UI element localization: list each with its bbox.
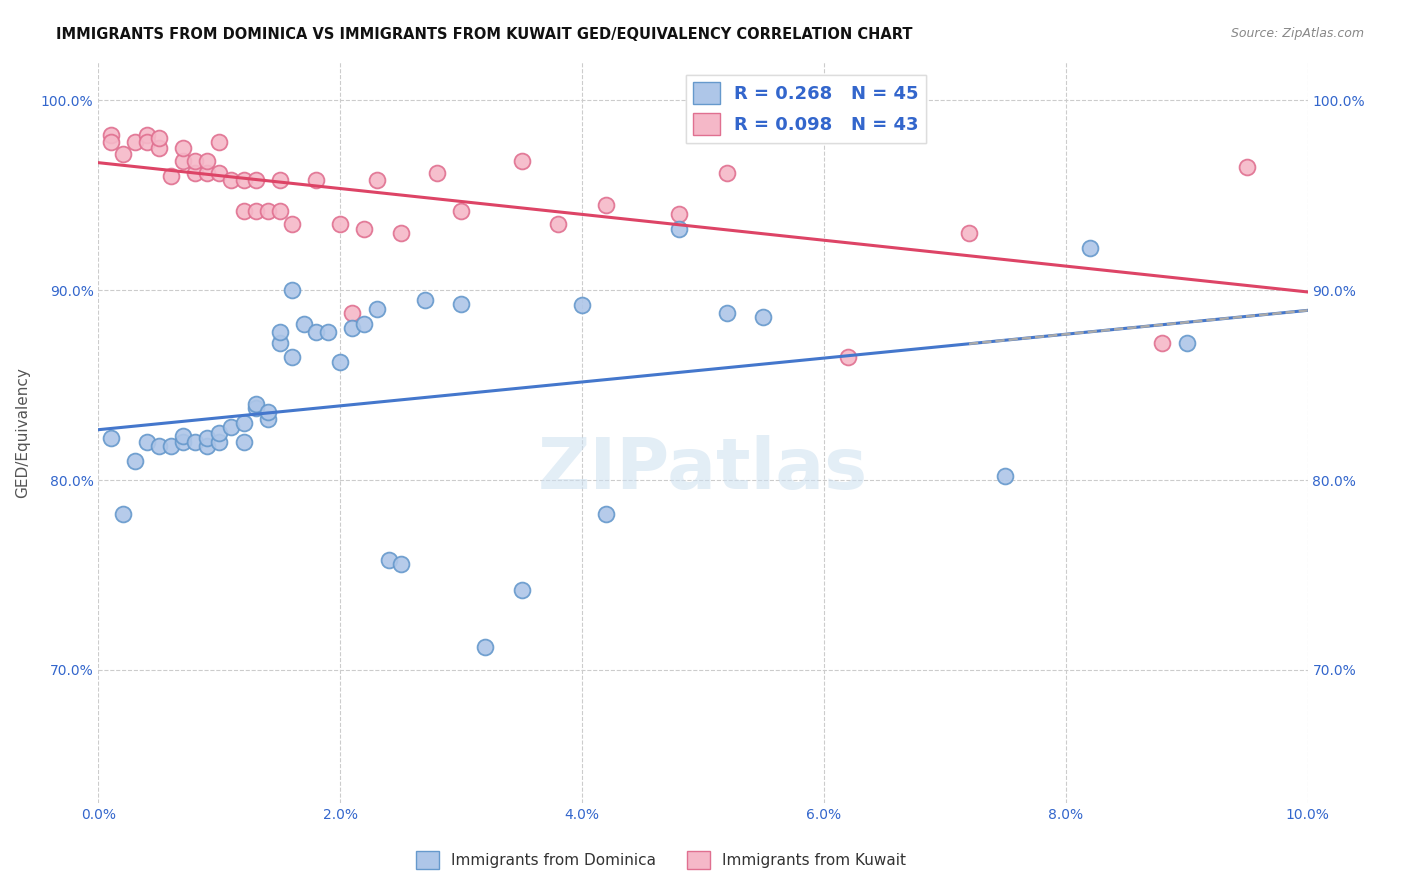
Point — [281, 217, 304, 231]
Text: Source: ZipAtlas.com: Source: ZipAtlas.com — [1230, 27, 1364, 40]
Point — [148, 439, 170, 453]
Point — [195, 431, 218, 445]
Point — [195, 439, 218, 453]
Point — [450, 203, 472, 218]
Point — [208, 435, 231, 450]
Point — [135, 135, 157, 149]
Point — [377, 553, 399, 567]
Point — [232, 435, 254, 450]
Point — [292, 318, 315, 332]
Point — [245, 173, 267, 187]
Point — [353, 318, 375, 332]
Point — [111, 146, 134, 161]
Point — [450, 296, 472, 310]
Point — [184, 154, 207, 169]
Point — [353, 222, 375, 236]
Point — [510, 154, 533, 169]
Point — [111, 508, 134, 522]
Point — [221, 420, 243, 434]
Point — [232, 173, 254, 187]
Point — [595, 198, 617, 212]
Point — [281, 350, 304, 364]
Point — [245, 203, 267, 218]
Point — [1175, 336, 1198, 351]
Point — [389, 227, 412, 241]
Point — [245, 397, 267, 411]
Point — [342, 306, 364, 320]
Point — [195, 154, 218, 169]
Point — [160, 439, 183, 453]
Point — [668, 207, 690, 221]
Point — [256, 203, 278, 218]
Point — [256, 412, 278, 426]
Y-axis label: GED/Equivalency: GED/Equivalency — [15, 368, 30, 498]
Point — [716, 165, 738, 179]
Point — [957, 227, 980, 241]
Point — [474, 640, 496, 654]
Point — [208, 425, 231, 440]
Text: ZIPatlas: ZIPatlas — [538, 435, 868, 504]
Point — [571, 298, 593, 312]
Point — [184, 435, 207, 450]
Point — [413, 293, 436, 307]
Point — [305, 325, 328, 339]
Point — [1236, 160, 1258, 174]
Point — [389, 557, 412, 571]
Point — [269, 336, 291, 351]
Point — [342, 321, 364, 335]
Point — [184, 165, 207, 179]
Point — [232, 416, 254, 430]
Point — [329, 355, 352, 369]
Point — [172, 154, 194, 169]
Point — [510, 583, 533, 598]
Legend: Immigrants from Dominica, Immigrants from Kuwait: Immigrants from Dominica, Immigrants fro… — [409, 845, 912, 875]
Point — [195, 165, 218, 179]
Point — [329, 217, 352, 231]
Point — [547, 217, 569, 231]
Point — [269, 325, 291, 339]
Point — [135, 128, 157, 142]
Point — [366, 302, 388, 317]
Point — [595, 508, 617, 522]
Point — [668, 222, 690, 236]
Point — [148, 131, 170, 145]
Point — [366, 173, 388, 187]
Point — [716, 306, 738, 320]
Point — [100, 431, 122, 445]
Point — [172, 141, 194, 155]
Point — [1078, 242, 1101, 256]
Point — [100, 128, 122, 142]
Point — [305, 173, 328, 187]
Point — [752, 310, 775, 324]
Point — [208, 165, 231, 179]
Point — [221, 173, 243, 187]
Point — [124, 454, 146, 468]
Point — [148, 141, 170, 155]
Point — [135, 435, 157, 450]
Point — [256, 405, 278, 419]
Point — [269, 173, 291, 187]
Point — [994, 469, 1017, 483]
Point — [100, 135, 122, 149]
Point — [124, 135, 146, 149]
Point — [208, 135, 231, 149]
Point — [245, 401, 267, 415]
Point — [281, 283, 304, 297]
Point — [160, 169, 183, 184]
Point — [269, 203, 291, 218]
Point — [172, 429, 194, 443]
Point — [232, 203, 254, 218]
Point — [172, 435, 194, 450]
Point — [837, 350, 859, 364]
Point — [316, 325, 339, 339]
Point — [426, 165, 449, 179]
Text: IMMIGRANTS FROM DOMINICA VS IMMIGRANTS FROM KUWAIT GED/EQUIVALENCY CORRELATION C: IMMIGRANTS FROM DOMINICA VS IMMIGRANTS F… — [56, 27, 912, 42]
Point — [1152, 336, 1174, 351]
Legend: R = 0.268   N = 45, R = 0.098   N = 43: R = 0.268 N = 45, R = 0.098 N = 43 — [686, 75, 927, 143]
